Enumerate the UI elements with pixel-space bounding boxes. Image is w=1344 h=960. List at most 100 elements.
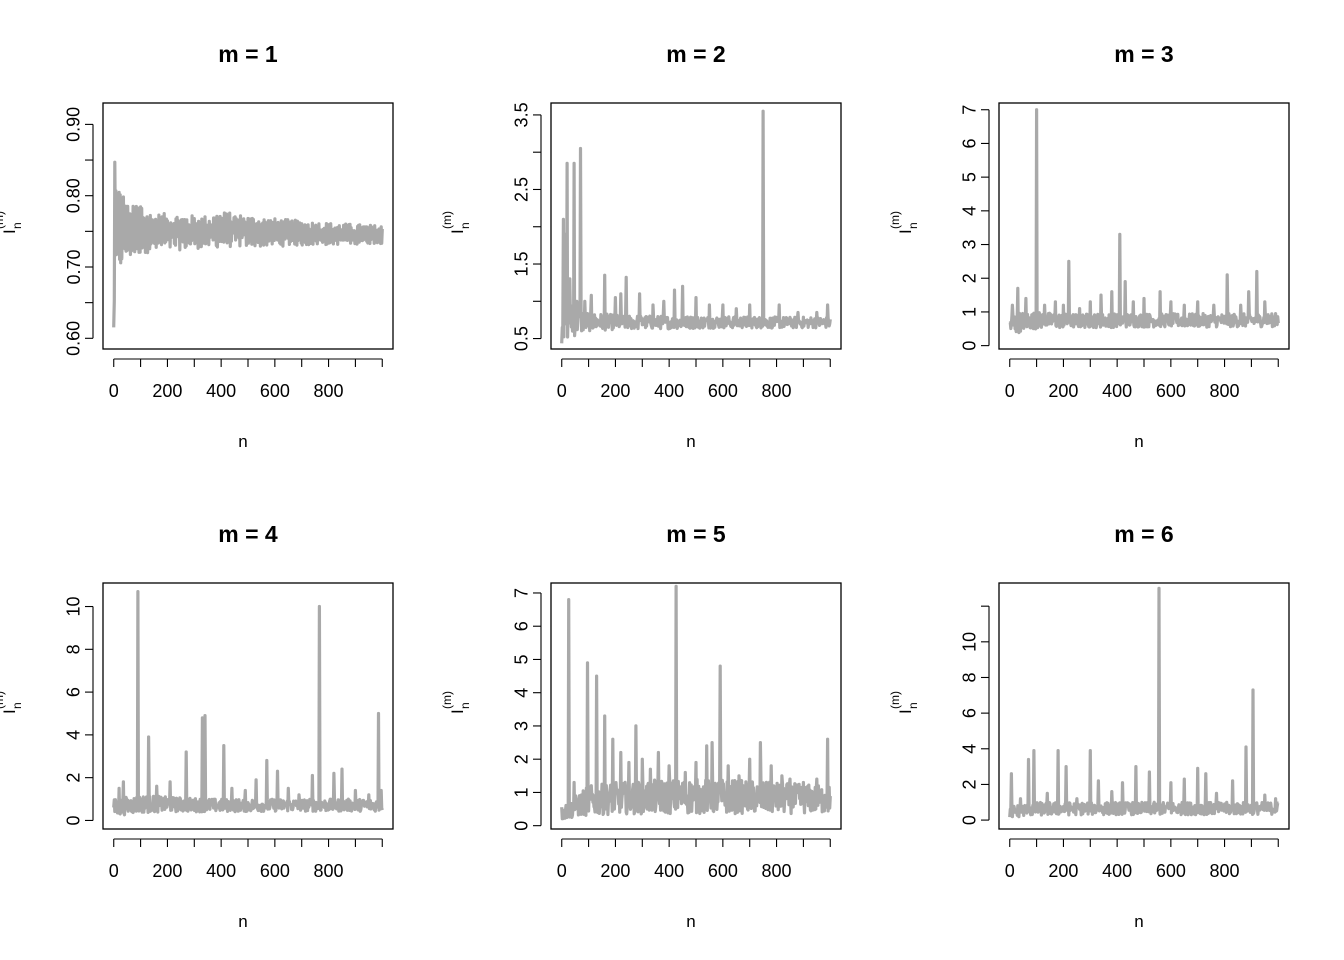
- y-tick-label: 0: [960, 341, 980, 351]
- series-line: [112, 589, 384, 817]
- panel-m4: m = 4 0 200 400 600 800 n 0 2 4 6 8 10 In (m): [0, 521, 394, 931]
- y-tick-label: 0: [960, 815, 980, 825]
- x-axis-label: n: [1134, 912, 1143, 931]
- y-tick-label: 2: [960, 273, 980, 283]
- y-label-subscript: n: [906, 702, 920, 709]
- y-tick-label: 0.60: [64, 321, 84, 356]
- y-label-main: I: [0, 229, 19, 234]
- y-tick-label: 6: [512, 621, 532, 631]
- x-axis-label: n: [238, 912, 247, 931]
- x-tick-label: 200: [1048, 381, 1078, 401]
- x-axis: 0 200 400 600 800: [557, 838, 831, 881]
- y-tick-label: 6: [960, 708, 980, 718]
- x-tick-label: 600: [260, 861, 290, 881]
- y-tick-label: 6: [960, 138, 980, 148]
- x-axis: 0 200 400 600 800: [109, 838, 383, 881]
- y-tick-label: 2.5: [512, 177, 532, 202]
- x-axis-label: n: [686, 432, 695, 451]
- y-label-subscript: n: [906, 222, 920, 229]
- y-tick-label: 2: [64, 773, 84, 783]
- y-label-superscript: (m): [440, 691, 454, 709]
- x-tick-label: 0: [1005, 381, 1015, 401]
- y-tick-label: 6: [64, 687, 84, 697]
- x-tick-label: 400: [206, 381, 236, 401]
- y-tick-label: 5: [512, 654, 532, 664]
- x-axis: 0 200 400 600 800: [109, 358, 383, 401]
- y-tick-label: 8: [64, 644, 84, 654]
- y-axis: 0 2 4 6 8 10: [960, 605, 990, 825]
- x-tick-label: 800: [1210, 381, 1240, 401]
- panel-title: m = 4: [218, 521, 278, 547]
- y-label-subscript: n: [10, 222, 24, 229]
- y-tick-label: 8: [960, 672, 980, 682]
- y-label-superscript: (m): [0, 691, 6, 709]
- y-axis: 0 2 4 6 8 10: [64, 597, 94, 825]
- y-axis-label: In (m): [888, 211, 920, 234]
- x-tick-label: 400: [654, 861, 684, 881]
- y-label-main: I: [0, 709, 19, 714]
- y-tick-label: 3: [960, 240, 980, 250]
- x-tick-label: 800: [314, 861, 344, 881]
- y-label-main: I: [896, 709, 915, 714]
- y-tick-label: 0.5: [512, 326, 532, 351]
- series-line: [1008, 586, 1280, 819]
- y-tick-label: 5: [960, 172, 980, 182]
- x-axis: 0 200 400 600 800: [1005, 358, 1279, 401]
- y-label-subscript: n: [458, 702, 472, 709]
- plot-frame: [998, 582, 1290, 830]
- x-tick-label: 600: [708, 381, 738, 401]
- y-label-main: I: [896, 229, 915, 234]
- y-label-superscript: (m): [440, 211, 454, 229]
- y-axis: 0 1 2 3 4 5 6 7: [512, 588, 542, 831]
- x-tick-label: 800: [314, 381, 344, 401]
- y-tick-label: 1: [512, 787, 532, 797]
- x-axis: 0 200 400 600 800: [1005, 838, 1279, 881]
- y-axis: 0.5 1.5 2.5 3.5: [512, 102, 542, 351]
- panel-title: m = 2: [666, 41, 725, 67]
- x-tick-label: 0: [109, 861, 119, 881]
- series-line: [1008, 108, 1280, 335]
- x-axis-label: n: [238, 432, 247, 451]
- panel-m1: m = 1 0 200 400 600 800 n 0.60 0.70 0.80 0.90 In (m): [0, 41, 394, 451]
- x-tick-label: 200: [600, 381, 630, 401]
- x-tick-label: 400: [654, 381, 684, 401]
- y-tick-label: 7: [512, 588, 532, 598]
- panel-m5: m = 5 0 200 400 600 800 n 0 1 2 3 4 5 6 7 In (m): [440, 521, 842, 931]
- y-label-superscript: (m): [888, 211, 902, 229]
- x-tick-label: 0: [557, 861, 567, 881]
- y-tick-label: 4: [64, 730, 84, 740]
- x-tick-label: 800: [762, 861, 792, 881]
- y-tick-label: 4: [512, 688, 532, 698]
- y-tick-label: 10: [64, 597, 84, 617]
- y-axis: 0.60 0.70 0.80 0.90: [64, 107, 94, 356]
- y-tick-label: 10: [960, 632, 980, 652]
- y-axis-label: In (m): [440, 211, 472, 234]
- series-line: [112, 160, 384, 328]
- y-tick-label: 3.5: [512, 102, 532, 127]
- x-axis-label: n: [1134, 432, 1143, 451]
- x-tick-label: 200: [152, 861, 182, 881]
- series-line: [560, 109, 832, 344]
- panel-m3: m = 3 0 200 400 600 800 n 0 1 2 3 4 5 6 7 In (m): [888, 41, 1290, 451]
- x-tick-label: 400: [1102, 861, 1132, 881]
- y-axis-label: In (m): [0, 691, 24, 714]
- x-tick-label: 200: [1048, 861, 1078, 881]
- plot-frame: [550, 102, 842, 350]
- x-axis-label: n: [686, 912, 695, 931]
- plot-frame: [102, 582, 394, 830]
- x-tick-label: 600: [260, 381, 290, 401]
- x-tick-label: 600: [708, 861, 738, 881]
- panel-title: m = 1: [218, 41, 278, 67]
- plot-frame: [102, 102, 394, 350]
- x-tick-label: 0: [109, 381, 119, 401]
- y-tick-label: 1.5: [512, 252, 532, 277]
- y-tick-label: 0: [64, 815, 84, 825]
- y-axis-label: In (m): [888, 691, 920, 714]
- y-tick-label: 3: [512, 721, 532, 731]
- y-tick-label: 0.70: [64, 249, 84, 284]
- y-label-main: I: [448, 229, 467, 234]
- x-tick-label: 400: [1102, 381, 1132, 401]
- y-tick-label: 4: [960, 206, 980, 216]
- y-tick-label: 1: [960, 307, 980, 317]
